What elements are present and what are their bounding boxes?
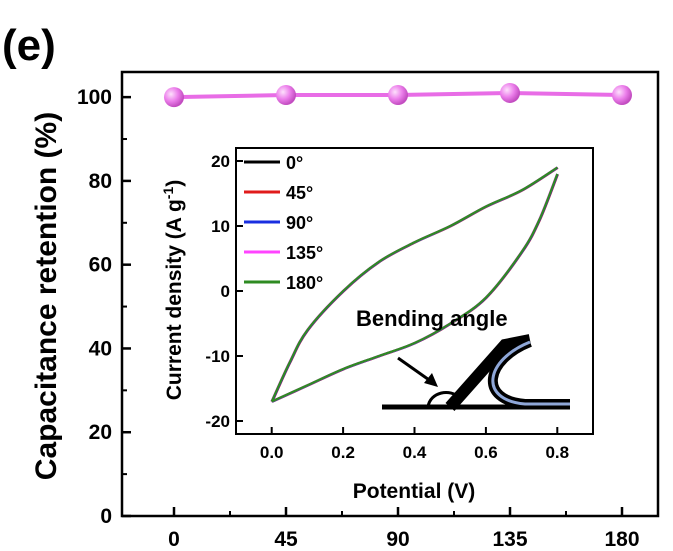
inset-y-tick-label: 10: [211, 217, 230, 236]
main-x-tick-label: 90: [386, 528, 409, 551]
main-y-tick-label: 40: [89, 337, 112, 360]
main-x-tick-label: 45: [274, 528, 298, 551]
cv-curve-4: [270, 166, 559, 403]
main-data-point: [500, 82, 520, 103]
inset-axis-ticks: -20 -10 0 10 20 0.0 0.2 0.4 0.6 0.8: [205, 152, 569, 462]
angle-arc: [426, 391, 462, 408]
pointer-arrow-line: [397, 356, 433, 384]
curved-film-inner: [491, 340, 570, 406]
main-data-point: [164, 87, 184, 108]
inset-y-tick-label: -20: [205, 412, 230, 431]
main-y-axis-label: Capacitance retention (%): [30, 112, 63, 480]
main-y-tick-label: 20: [89, 421, 112, 444]
inset-y-tick-label: 20: [211, 152, 230, 171]
main-series: [164, 82, 632, 108]
inset-x-tick-label: 0.6: [474, 443, 498, 462]
main-y-tick-label: 0: [100, 505, 112, 528]
legend-label: 180°: [286, 273, 323, 293]
inset-x-tick-label: 0.2: [331, 443, 355, 462]
pointer-arrow-head: [424, 373, 438, 387]
legend-label: 45°: [286, 183, 313, 203]
inset-y-axis-label: Current density (A g-1): [160, 180, 186, 401]
legend-label: 90°: [286, 213, 313, 233]
inset-legend: 0° 45° 90° 135° 180°: [244, 153, 323, 293]
inset-plot-frame: [235, 147, 594, 435]
legend-label: 135°: [286, 243, 323, 263]
cv-upper-branch: [270, 166, 558, 402]
main-y-tick-label: 60: [89, 254, 112, 277]
main-plot-frame: [120, 70, 660, 518]
bending-schematic: Bending angle: [356, 306, 570, 411]
inset-y-tick-label: -10: [205, 347, 230, 366]
inset-cv-curves: [270, 166, 559, 403]
bending-angle-label: Bending angle: [356, 306, 508, 331]
inset-y-label-close: ): [163, 180, 186, 187]
main-y-tick-label: 80: [89, 170, 112, 193]
main-data-point: [388, 85, 408, 106]
legend-label: 0°: [286, 153, 303, 173]
panel-label: (e): [2, 21, 56, 70]
inset-x-axis-label: Potential (V): [353, 480, 476, 503]
inset-x-tick-label: 0.8: [545, 443, 569, 462]
inset-x-tick-label: 0.0: [260, 443, 284, 462]
inset-y-tick-label: 0: [221, 282, 230, 301]
inset-x-tick-label: 0.4: [403, 443, 427, 462]
inset-y-label-exponent: -1: [160, 187, 176, 200]
main-x-tick-label: 135: [492, 528, 527, 551]
main-data-point: [612, 85, 632, 106]
cv-lower-branch: [271, 173, 559, 403]
main-x-tick-label: 0: [168, 528, 180, 551]
main-data-point: [276, 85, 296, 106]
inset-y-label-main: Current density (A g: [163, 199, 186, 400]
main-x-tick-label: 180: [604, 528, 639, 551]
main-y-tick-label: 100: [77, 86, 112, 109]
